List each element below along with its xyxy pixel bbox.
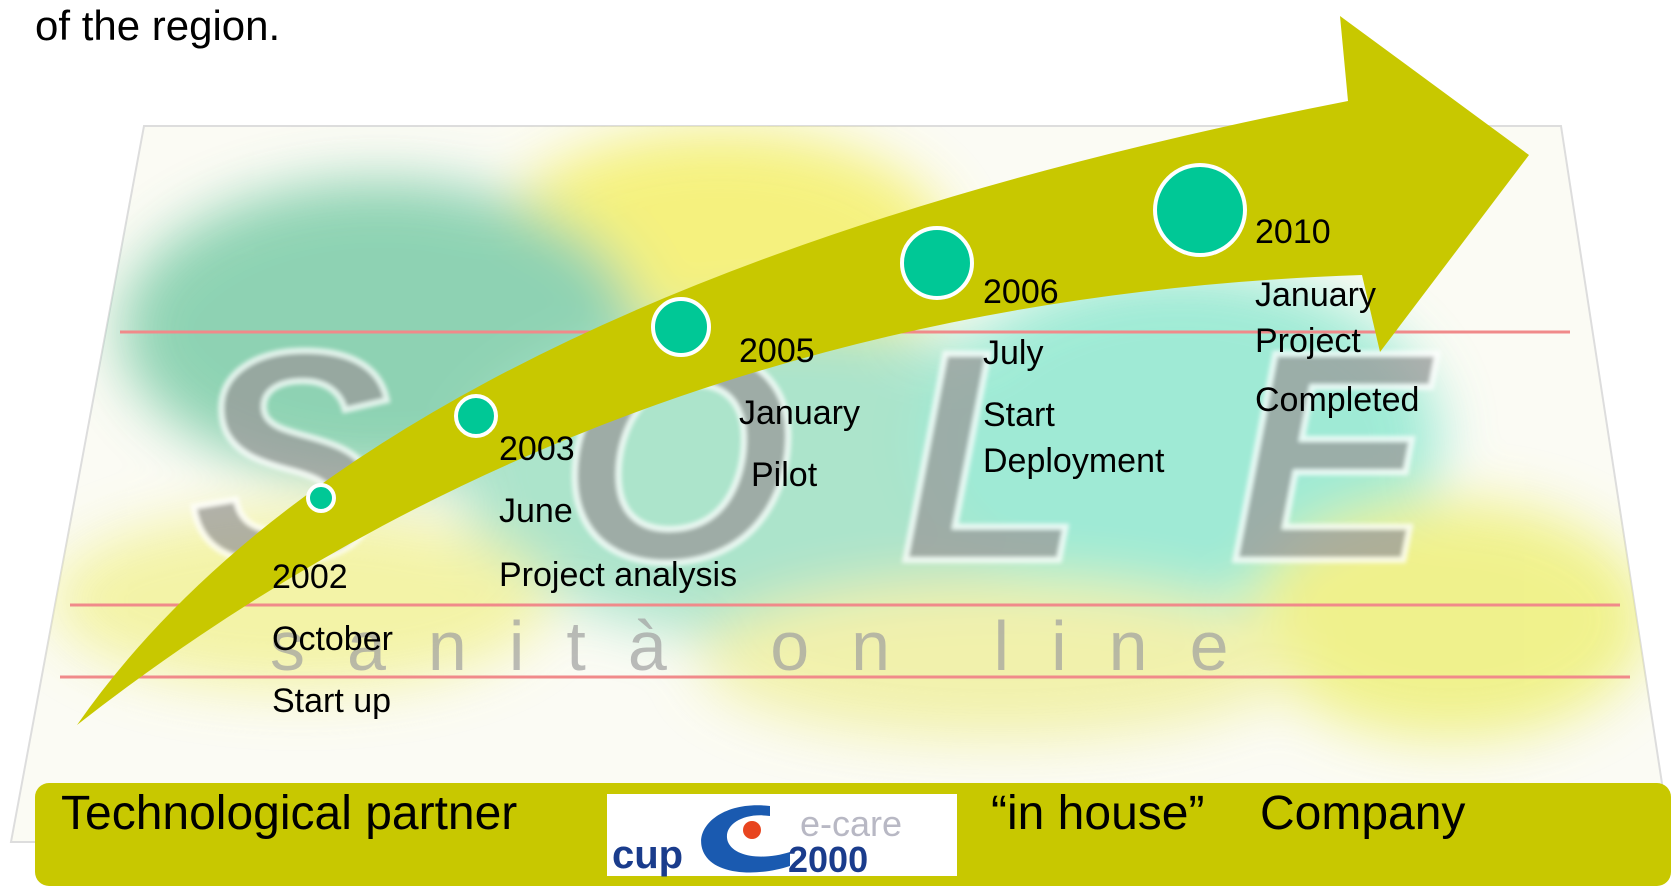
logo-left: cup	[612, 833, 683, 877]
footer-left: Technological partner	[61, 787, 517, 840]
milestone-line: January	[1255, 276, 1376, 314]
milestone-line: Completed	[1255, 381, 1419, 419]
milestone-line: Project analysis	[499, 556, 737, 594]
logo-bottom: 2000	[788, 839, 868, 880]
milestone-dot	[456, 396, 496, 436]
header-text: of the region.	[35, 2, 280, 49]
milestone-dot	[1155, 165, 1245, 255]
milestone-dot	[653, 299, 709, 355]
slide: of the region. SOLE sanità on line 2002O…	[0, 0, 1671, 886]
milestone-line: October	[272, 620, 393, 658]
footer-right: Company	[1260, 787, 1465, 840]
milestone-line: Project	[1255, 322, 1361, 360]
background-subtitle: sanità on line	[270, 607, 1271, 685]
milestone-line: Start	[983, 396, 1055, 434]
milestone-dot	[902, 228, 972, 298]
milestone-line: Pilot	[751, 456, 818, 494]
milestone-year: 2003	[499, 430, 575, 468]
milestone-year: 2010	[1255, 213, 1331, 251]
footer-quote: “in house”	[991, 787, 1204, 840]
partner-logo: cup e-care 2000	[607, 794, 957, 880]
logo-top: e-care	[800, 803, 902, 844]
milestone-dot	[308, 485, 334, 511]
milestone-line: June	[499, 492, 573, 530]
milestone-year: 2002	[272, 558, 348, 596]
milestone-year: 2006	[983, 273, 1059, 311]
milestone-line: January	[739, 394, 860, 432]
milestone-line: Start up	[272, 682, 391, 720]
milestone-line: July	[983, 334, 1043, 372]
milestone-year: 2005	[739, 332, 815, 370]
milestone-line: Deployment	[983, 442, 1165, 480]
